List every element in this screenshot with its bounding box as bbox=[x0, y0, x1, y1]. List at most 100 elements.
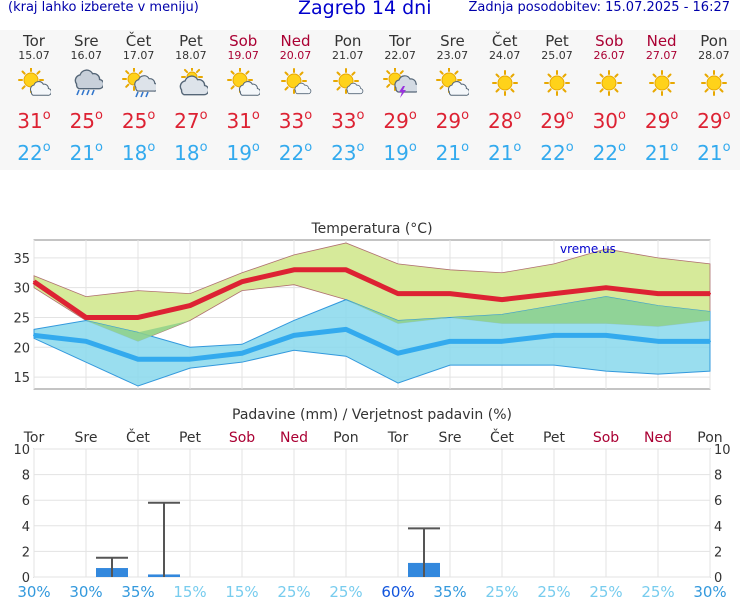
rain-cloud-icon bbox=[74, 69, 104, 96]
day-date: 26.07 bbox=[593, 49, 626, 62]
y-tick-label-left: 8 bbox=[22, 469, 30, 484]
x-tick-label: Pet bbox=[179, 430, 202, 446]
max-temperature: 25o bbox=[121, 108, 156, 133]
day-date: 17.07 bbox=[122, 49, 155, 62]
day-name: Pet bbox=[179, 32, 203, 50]
day-column: Čet 17.07 25o 18o bbox=[113, 30, 165, 165]
min-temperature-line-point bbox=[657, 340, 659, 343]
max-temperature-line-point bbox=[345, 268, 347, 271]
temperature-chart: 15 20 25 30 35 Temperatura (°C) vreme.us bbox=[13, 221, 711, 390]
max-temperature-value: 29 bbox=[644, 109, 671, 133]
max-temperature: 29o bbox=[697, 108, 731, 133]
min-temperature-line-point bbox=[449, 340, 451, 343]
precip-probability-label: 25% bbox=[537, 583, 570, 600]
x-tick-label: Sre bbox=[75, 430, 98, 446]
x-tick-label: Sob bbox=[229, 430, 255, 446]
max-temperature-value: 33 bbox=[331, 109, 357, 133]
x-tick-label: Sre bbox=[439, 430, 462, 446]
max-temperature: 29o bbox=[540, 108, 574, 133]
max-temperature: 27o bbox=[174, 108, 208, 133]
cloudy-icon bbox=[179, 68, 208, 96]
max-temperature-line-point bbox=[137, 316, 139, 319]
x-tick-label: Ned bbox=[280, 430, 308, 446]
precip-probability-label: 25% bbox=[277, 583, 310, 600]
band-overlap bbox=[86, 296, 710, 342]
max-temperature: 25o bbox=[69, 108, 103, 133]
last-updated: Zadnja posodobitev: 15.07.2025 - 16:27 bbox=[468, 0, 730, 15]
min-temperature-value: 21 bbox=[487, 141, 514, 165]
location-menu-hint[interactable]: (kraj lahko izberete v meniju) bbox=[8, 0, 199, 15]
precip-probability-label: 35% bbox=[121, 583, 154, 600]
max-temperature-line-point bbox=[449, 292, 451, 295]
min-temperature: 19o bbox=[383, 140, 417, 165]
y-tick-label-right: 2 bbox=[714, 545, 722, 560]
sun-icon bbox=[596, 70, 623, 96]
min-temperature-value: 21 bbox=[644, 141, 671, 165]
min-temperature-value: 18 bbox=[174, 141, 200, 165]
precip-probability-label: 30% bbox=[693, 583, 726, 600]
day-column: Pet 25.07 29o 22o bbox=[531, 30, 583, 166]
day-date: 16.07 bbox=[70, 49, 103, 62]
x-tick-label: Ned bbox=[644, 430, 672, 446]
day-column: Sre 23.07 29o 21o bbox=[426, 30, 478, 165]
max-temperature: 29o bbox=[383, 108, 417, 133]
y-tick-label-left: 0 bbox=[22, 571, 30, 586]
y-tick-label: 15 bbox=[13, 371, 30, 386]
min-temperature-line-point bbox=[33, 334, 35, 337]
max-temperature-value: 29 bbox=[383, 109, 409, 133]
min-temperature-value: 21 bbox=[435, 141, 462, 165]
day-column: Sob 26.07 30o 22o bbox=[583, 30, 635, 166]
min-temperature: 19o bbox=[226, 140, 260, 165]
max-temperature-line-point bbox=[189, 304, 191, 307]
max-temperature-value: 27 bbox=[174, 109, 200, 133]
day-column: Pon 21.07 33o 23o bbox=[322, 30, 374, 166]
max-temperature-line bbox=[32, 267, 710, 320]
sun-icon bbox=[648, 70, 675, 96]
watermark: vreme.us bbox=[560, 242, 616, 256]
x-tick-label: Tor bbox=[23, 430, 45, 446]
day-date: 20.07 bbox=[279, 49, 312, 62]
day-column: Tor 15.07 31o 22o bbox=[8, 30, 60, 165]
min-temperature-line-point bbox=[553, 334, 555, 337]
day-name: Sob bbox=[229, 32, 258, 50]
y-tick-label: 20 bbox=[13, 341, 30, 356]
chart-title: Padavine (mm) / Verjetnost padavin (%) bbox=[232, 407, 512, 423]
min-temperature-value: 18 bbox=[121, 141, 148, 165]
max-temperature-value: 29 bbox=[697, 109, 723, 133]
precip-probability-label: 25% bbox=[329, 583, 362, 600]
day-column: Tor 22.07 29o 19o bbox=[374, 30, 426, 165]
day-column: Sob 19.07 31o 19o bbox=[217, 30, 269, 165]
y-tick-label-right: 10 bbox=[714, 443, 731, 458]
page-title: Zagreb 14 dni bbox=[298, 0, 432, 19]
day-name: Sre bbox=[74, 32, 99, 50]
day-date: 23.07 bbox=[436, 49, 469, 62]
max-temperature-line-point bbox=[657, 292, 659, 295]
day-name: Ned bbox=[646, 32, 677, 50]
min-temperature: 21o bbox=[697, 140, 731, 165]
min-temperature-value: 22 bbox=[592, 141, 619, 165]
min-temperature-line-point bbox=[345, 328, 347, 331]
day-name: Sob bbox=[595, 32, 624, 50]
min-temperature-line-point bbox=[189, 358, 191, 361]
min-temperature: 22o bbox=[540, 140, 574, 165]
precip-probability-label: 25% bbox=[641, 583, 674, 600]
y-tick-label-right: 8 bbox=[714, 469, 722, 484]
day-date: 28.07 bbox=[698, 49, 730, 62]
y-tick-label-left: 10 bbox=[13, 443, 30, 458]
max-temperature-line-point bbox=[397, 292, 399, 295]
max-temperature-line-point bbox=[501, 298, 503, 301]
sun-small-cloud-icon bbox=[280, 68, 311, 95]
max-temperature-value: 31 bbox=[226, 109, 252, 133]
thunderstorm-icon bbox=[383, 68, 418, 98]
min-temperature-line bbox=[33, 326, 710, 362]
max-temperature-value: 28 bbox=[487, 109, 514, 133]
precip-probability-label: 30% bbox=[69, 583, 102, 600]
sun-cloud-icon bbox=[18, 68, 51, 96]
min-temperature-value: 19 bbox=[226, 141, 252, 165]
day-name: Pon bbox=[334, 32, 362, 50]
min-temperature: 21o bbox=[644, 140, 679, 165]
day-column: Čet 24.07 28o 21o bbox=[479, 30, 531, 166]
y-tick-label-left: 4 bbox=[22, 520, 30, 535]
x-tick-label: Pon bbox=[697, 430, 722, 446]
day-column: Pon 28.07 29o 21o bbox=[688, 30, 740, 166]
